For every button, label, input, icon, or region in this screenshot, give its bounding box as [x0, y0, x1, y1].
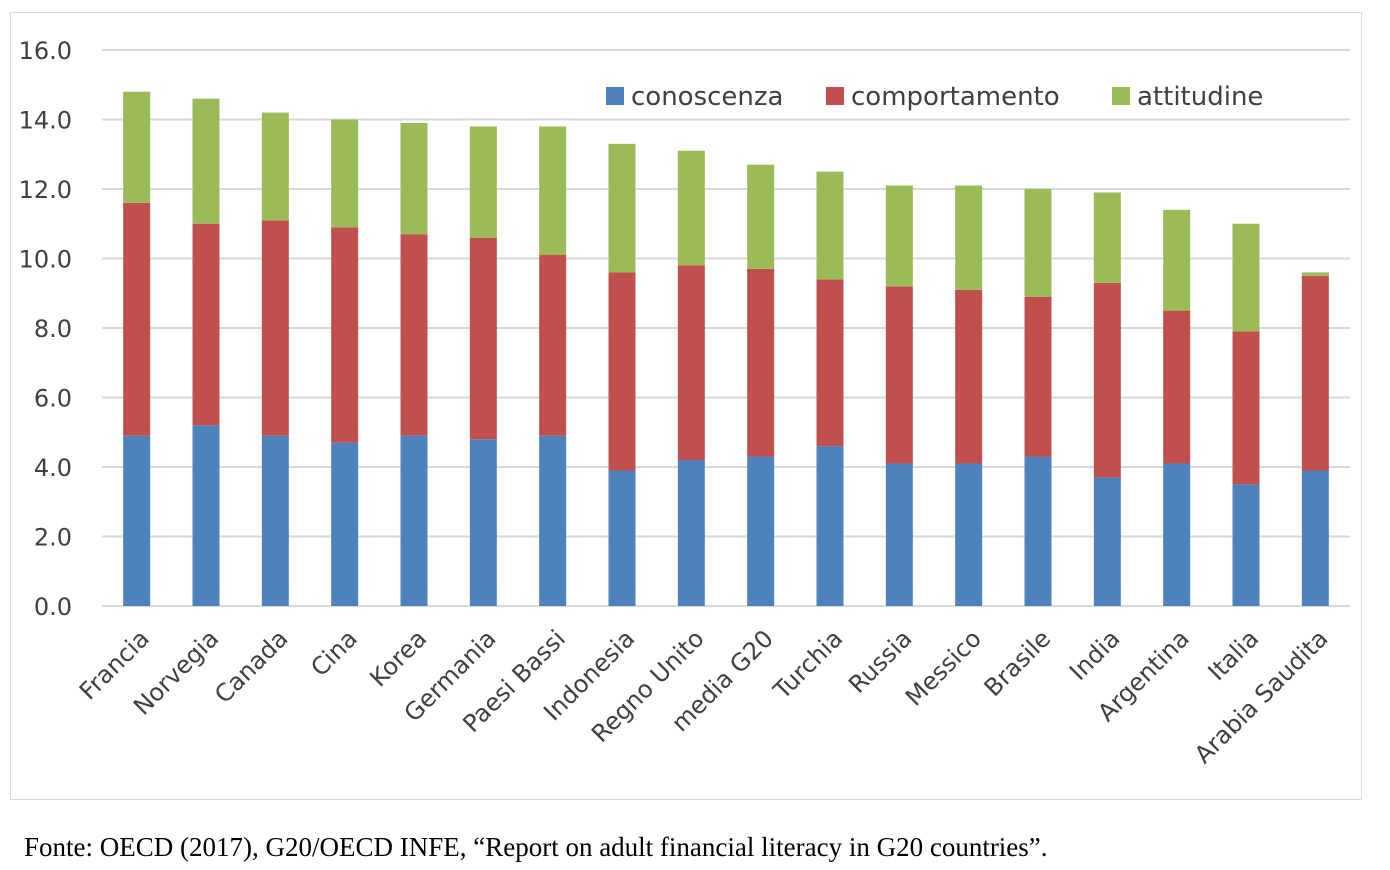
legend-label-comportamento: comportamento	[851, 82, 1060, 112]
x-tick-label: Cina	[305, 624, 363, 682]
bar-comportamento	[677, 265, 705, 461]
bar-conoscenza	[1024, 456, 1052, 606]
bar-comportamento	[123, 202, 151, 436]
bar-conoscenza	[123, 435, 151, 606]
bar-conoscenza	[331, 442, 359, 606]
x-tick-label: Turchia	[767, 624, 848, 705]
bar-conoscenza	[192, 425, 220, 606]
y-tick-label: 10.0	[19, 246, 72, 274]
bar-conoscenza	[1232, 484, 1260, 606]
y-tick-label: 14.0	[19, 107, 72, 135]
bar-attitudine	[331, 119, 359, 228]
bar-comportamento	[331, 227, 359, 443]
bar-comportamento	[261, 220, 289, 436]
bar-attitudine	[1093, 192, 1121, 283]
y-axis-ticks: 0.0 2.0 4.0 6.0 8.0 10.0 12.0 14.0 16.0	[19, 37, 72, 621]
y-tick-label: 0.0	[34, 593, 72, 621]
x-tick-label: Italia	[1203, 624, 1265, 686]
bar-attitudine	[192, 98, 220, 224]
bar-attitudine	[955, 185, 983, 290]
bar-comportamento	[1232, 331, 1260, 485]
y-tick-label: 4.0	[34, 454, 72, 482]
bar-comportamento	[747, 268, 775, 457]
bar-conoscenza	[955, 463, 983, 606]
x-tick-label: Brasile	[979, 624, 1057, 702]
bar-comportamento	[539, 255, 567, 436]
bar-attitudine	[816, 171, 844, 280]
bars	[123, 91, 1329, 606]
x-tick-label: India	[1064, 624, 1125, 685]
gridlines	[102, 49, 1350, 607]
bar-conoscenza	[885, 463, 913, 606]
bar-attitudine	[677, 150, 705, 266]
bar-conoscenza	[261, 435, 289, 606]
bar-attitudine	[1163, 209, 1191, 311]
bar-conoscenza	[747, 456, 775, 606]
bar-comportamento	[1093, 282, 1121, 478]
bar-conoscenza	[608, 470, 636, 606]
source-caption: Fonte: OECD (2017), G20/OECD INFE, “Repo…	[24, 832, 1048, 862]
bar-attitudine	[539, 126, 567, 256]
bar-conoscenza	[1163, 463, 1191, 606]
bar-attitudine	[123, 91, 151, 203]
bar-attitudine	[261, 112, 289, 221]
y-tick-label: 12.0	[19, 176, 72, 204]
legend: conoscenza comportamento attitudine	[606, 82, 1263, 112]
x-tick-label: Canada	[209, 624, 293, 708]
bar-attitudine	[1232, 223, 1260, 332]
bar-comportamento	[955, 289, 983, 464]
bar-conoscenza	[816, 446, 844, 606]
legend-label-attitudine: attitudine	[1137, 82, 1263, 112]
bar-attitudine	[400, 122, 428, 235]
x-tick-label: Korea	[364, 624, 432, 692]
bar-comportamento	[1024, 296, 1052, 457]
legend-swatch-conoscenza	[606, 87, 624, 105]
x-tick-label: Messico	[900, 624, 987, 711]
y-tick-label: 6.0	[34, 385, 72, 413]
bar-attitudine	[1301, 272, 1329, 276]
legend-swatch-comportamento	[826, 87, 844, 105]
bar-conoscenza	[677, 460, 705, 606]
bar-comportamento	[469, 237, 497, 440]
y-tick-label: 16.0	[19, 37, 72, 65]
bar-comportamento	[885, 286, 913, 464]
bar-attitudine	[885, 185, 913, 287]
y-tick-label: 8.0	[34, 315, 72, 343]
bar-conoscenza	[539, 435, 567, 606]
stacked-bar-chart: 0.0 2.0 4.0 6.0 8.0 10.0 12.0 14.0 16.0 FranciaN…	[19, 37, 1350, 769]
legend-label-conoscenza: conoscenza	[631, 82, 783, 112]
bar-attitudine	[469, 126, 497, 238]
bar-comportamento	[1301, 275, 1329, 471]
bar-conoscenza	[400, 435, 428, 606]
legend-swatch-attitudine	[1112, 87, 1130, 105]
bar-conoscenza	[1301, 470, 1329, 606]
y-tick-label: 2.0	[34, 524, 72, 552]
bar-attitudine	[608, 143, 636, 273]
bar-conoscenza	[1093, 477, 1121, 606]
bar-comportamento	[1163, 310, 1191, 464]
bar-conoscenza	[469, 439, 497, 606]
bar-comportamento	[192, 223, 220, 426]
bar-comportamento	[400, 234, 428, 436]
bar-comportamento	[608, 272, 636, 471]
bar-attitudine	[1024, 189, 1052, 297]
bar-attitudine	[747, 164, 775, 269]
bar-comportamento	[816, 279, 844, 447]
